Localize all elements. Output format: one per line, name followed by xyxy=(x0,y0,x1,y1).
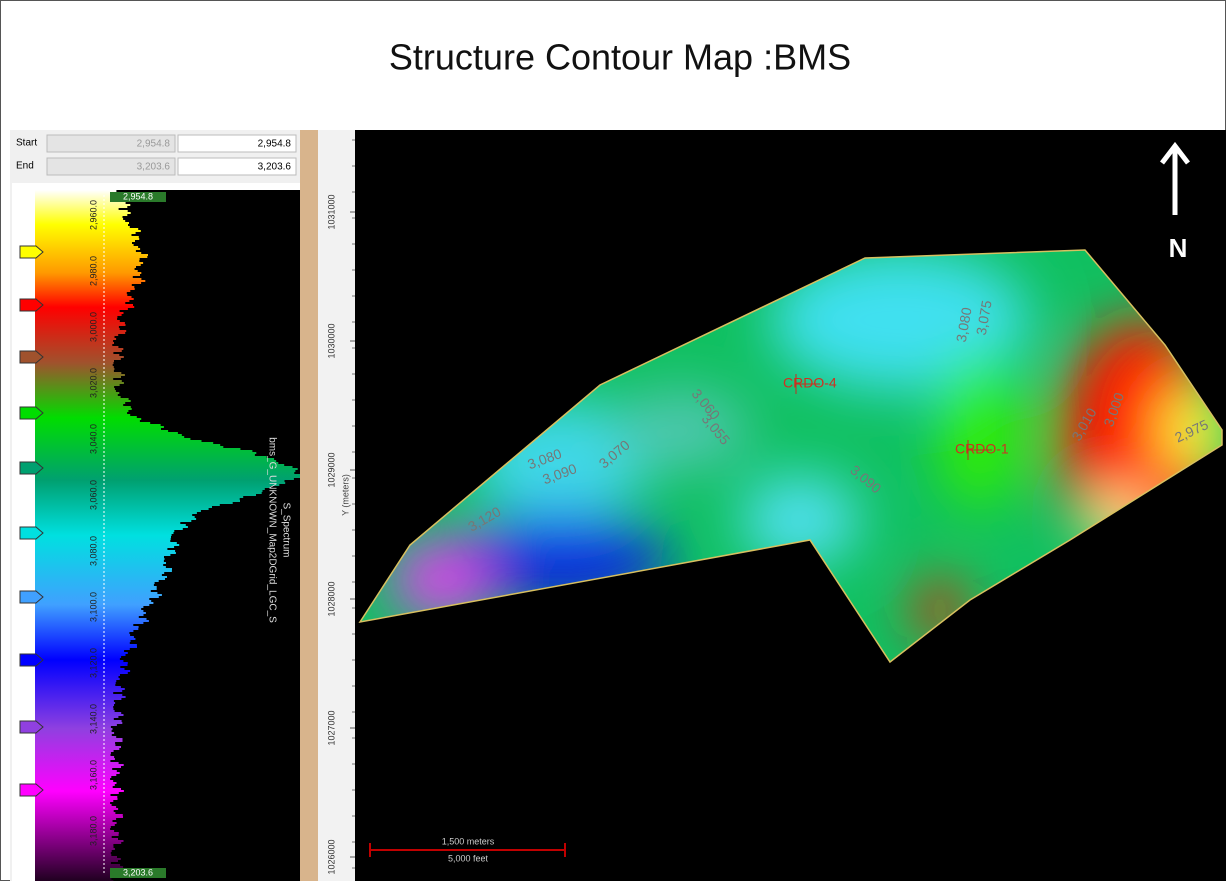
scale-imperial: 5,000 feet xyxy=(448,853,489,863)
colorbar-title: S_Spectrum xyxy=(280,502,291,557)
y-tick-label: 1026000 xyxy=(326,839,336,874)
start-label: Start xyxy=(16,138,37,149)
start-value[interactable]: 2,954.8 xyxy=(258,139,292,150)
scale-bar: 1,500 meters 5,000 feet xyxy=(369,836,566,863)
colorbar-tick-label: 3,020.0 xyxy=(88,368,98,398)
colorbar-tick-label: 2,960.0 xyxy=(88,200,98,230)
colorbar-tick-label: 3,080.0 xyxy=(88,536,98,566)
y-axis-strip xyxy=(318,130,355,881)
y-axis-label: Y (meters) xyxy=(340,474,350,516)
y-tick-label: 1028000 xyxy=(326,581,336,616)
contour-label: 3,080 xyxy=(953,306,975,343)
y-tick-label: 1031000 xyxy=(326,194,336,229)
range-panel: Start 2,954.8 2,954.8 End 3,203.6 3,203.… xyxy=(10,130,303,881)
north-label: N xyxy=(1169,233,1188,263)
color-marker xyxy=(19,526,44,540)
color-marker xyxy=(19,653,44,667)
y-tick-label: 1030000 xyxy=(326,323,336,358)
colorbar-tick-label: 3,180.0 xyxy=(88,816,98,846)
end-label: End xyxy=(16,161,34,172)
contour-label: 3,075 xyxy=(973,299,995,336)
end-min: 3,203.6 xyxy=(137,162,171,173)
north-arrow: N xyxy=(1160,141,1190,263)
colorbar-top: 2,954.8 xyxy=(123,191,153,201)
colorbar-tick-label: 3,160.0 xyxy=(88,760,98,790)
well-label: CRDO-1 xyxy=(955,441,1009,457)
title: Structure Contour Map :BMS xyxy=(389,37,851,78)
colorbar-tick-label: 3,100.0 xyxy=(88,592,98,622)
start-min: 2,954.8 xyxy=(137,139,171,150)
well-label: CRDO-4 xyxy=(783,375,837,391)
color-marker xyxy=(19,298,44,312)
color-marker xyxy=(19,245,44,259)
colorbar-tick-label: 3,120.0 xyxy=(88,648,98,678)
colorbar-tick-label: 3,000.0 xyxy=(88,312,98,342)
color-marker xyxy=(19,720,44,734)
color-marker xyxy=(19,590,44,604)
colorbar-subtitle: bms_G_UNKNOWN_Map2DGrid_LGC_S xyxy=(266,437,277,623)
colorbar-tick-label: 2,980.0 xyxy=(88,256,98,286)
colorbar-bottom: 3,203.6 xyxy=(123,867,153,877)
color-marker xyxy=(19,350,44,364)
colorbar-tick-label: 3,040.0 xyxy=(88,424,98,454)
divider xyxy=(300,130,318,881)
colorbar-tick-label: 3,060.0 xyxy=(88,480,98,510)
color-marker xyxy=(19,783,44,797)
y-tick-label: 1029000 xyxy=(326,452,336,487)
color-marker xyxy=(19,461,44,475)
scale-metric: 1,500 meters xyxy=(442,836,495,846)
color-marker xyxy=(19,406,44,420)
y-tick-label: 1027000 xyxy=(326,710,336,745)
colorbar-tick-label: 3,140.0 xyxy=(88,704,98,734)
boundary xyxy=(358,249,1223,664)
end-value[interactable]: 3,203.6 xyxy=(258,162,292,173)
